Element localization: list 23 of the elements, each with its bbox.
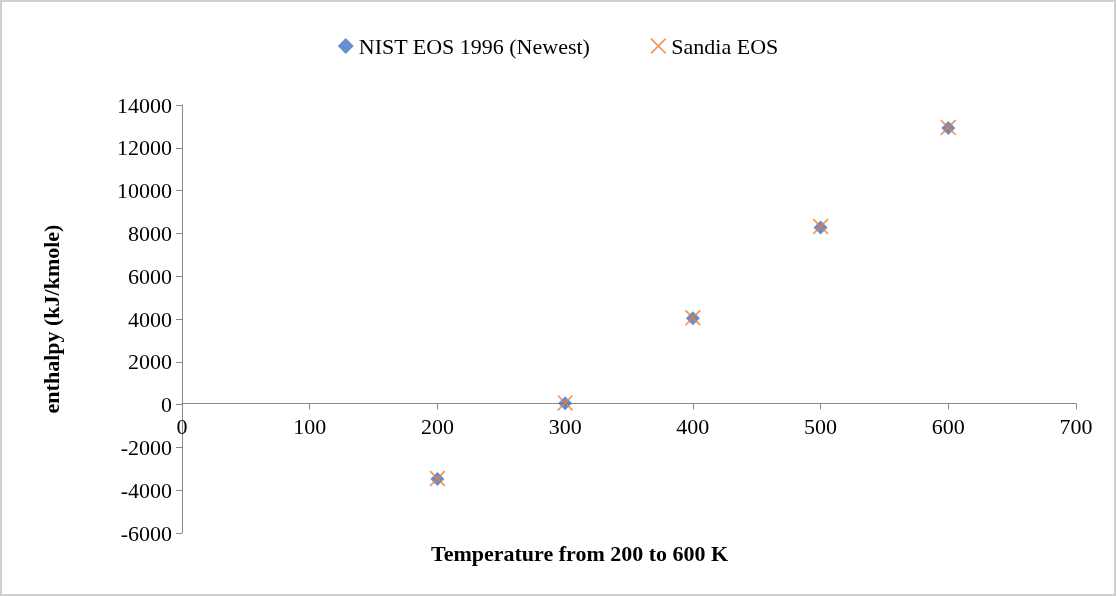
x-tick-label: 400 [676,413,710,439]
y-tick-label: -2000 [120,434,172,460]
y-tick-label: 4000 [128,306,172,332]
y-tick-label: 10000 [117,178,172,204]
y-tick-label: 8000 [128,220,172,246]
y-tick-label: 12000 [117,135,172,161]
y-tick-label: -6000 [120,520,172,546]
y-tick-label: 0 [161,392,172,418]
legend-label: Sandia EOS [671,33,779,59]
y-tick-label: 2000 [128,349,172,375]
x-tick-label: 200 [420,413,454,439]
x-tick-label: 0 [176,413,188,439]
x-tick-label: 100 [293,413,327,439]
x-tick-label: 300 [548,413,582,439]
y-tick-label: 6000 [128,263,172,289]
x-tick-label: 500 [804,413,838,439]
y-axis-title: enthalpy (kJ/kmole) [38,224,64,414]
y-tick-label: 14000 [117,92,172,118]
x-tick-label: 700 [1059,413,1093,439]
x-axis-title: Temperature from 200 to 600 K [431,540,729,566]
y-tick-label: -4000 [120,477,172,503]
legend-label: NIST EOS 1996 (Newest) [358,33,590,59]
x-tick-label: 600 [931,413,965,439]
